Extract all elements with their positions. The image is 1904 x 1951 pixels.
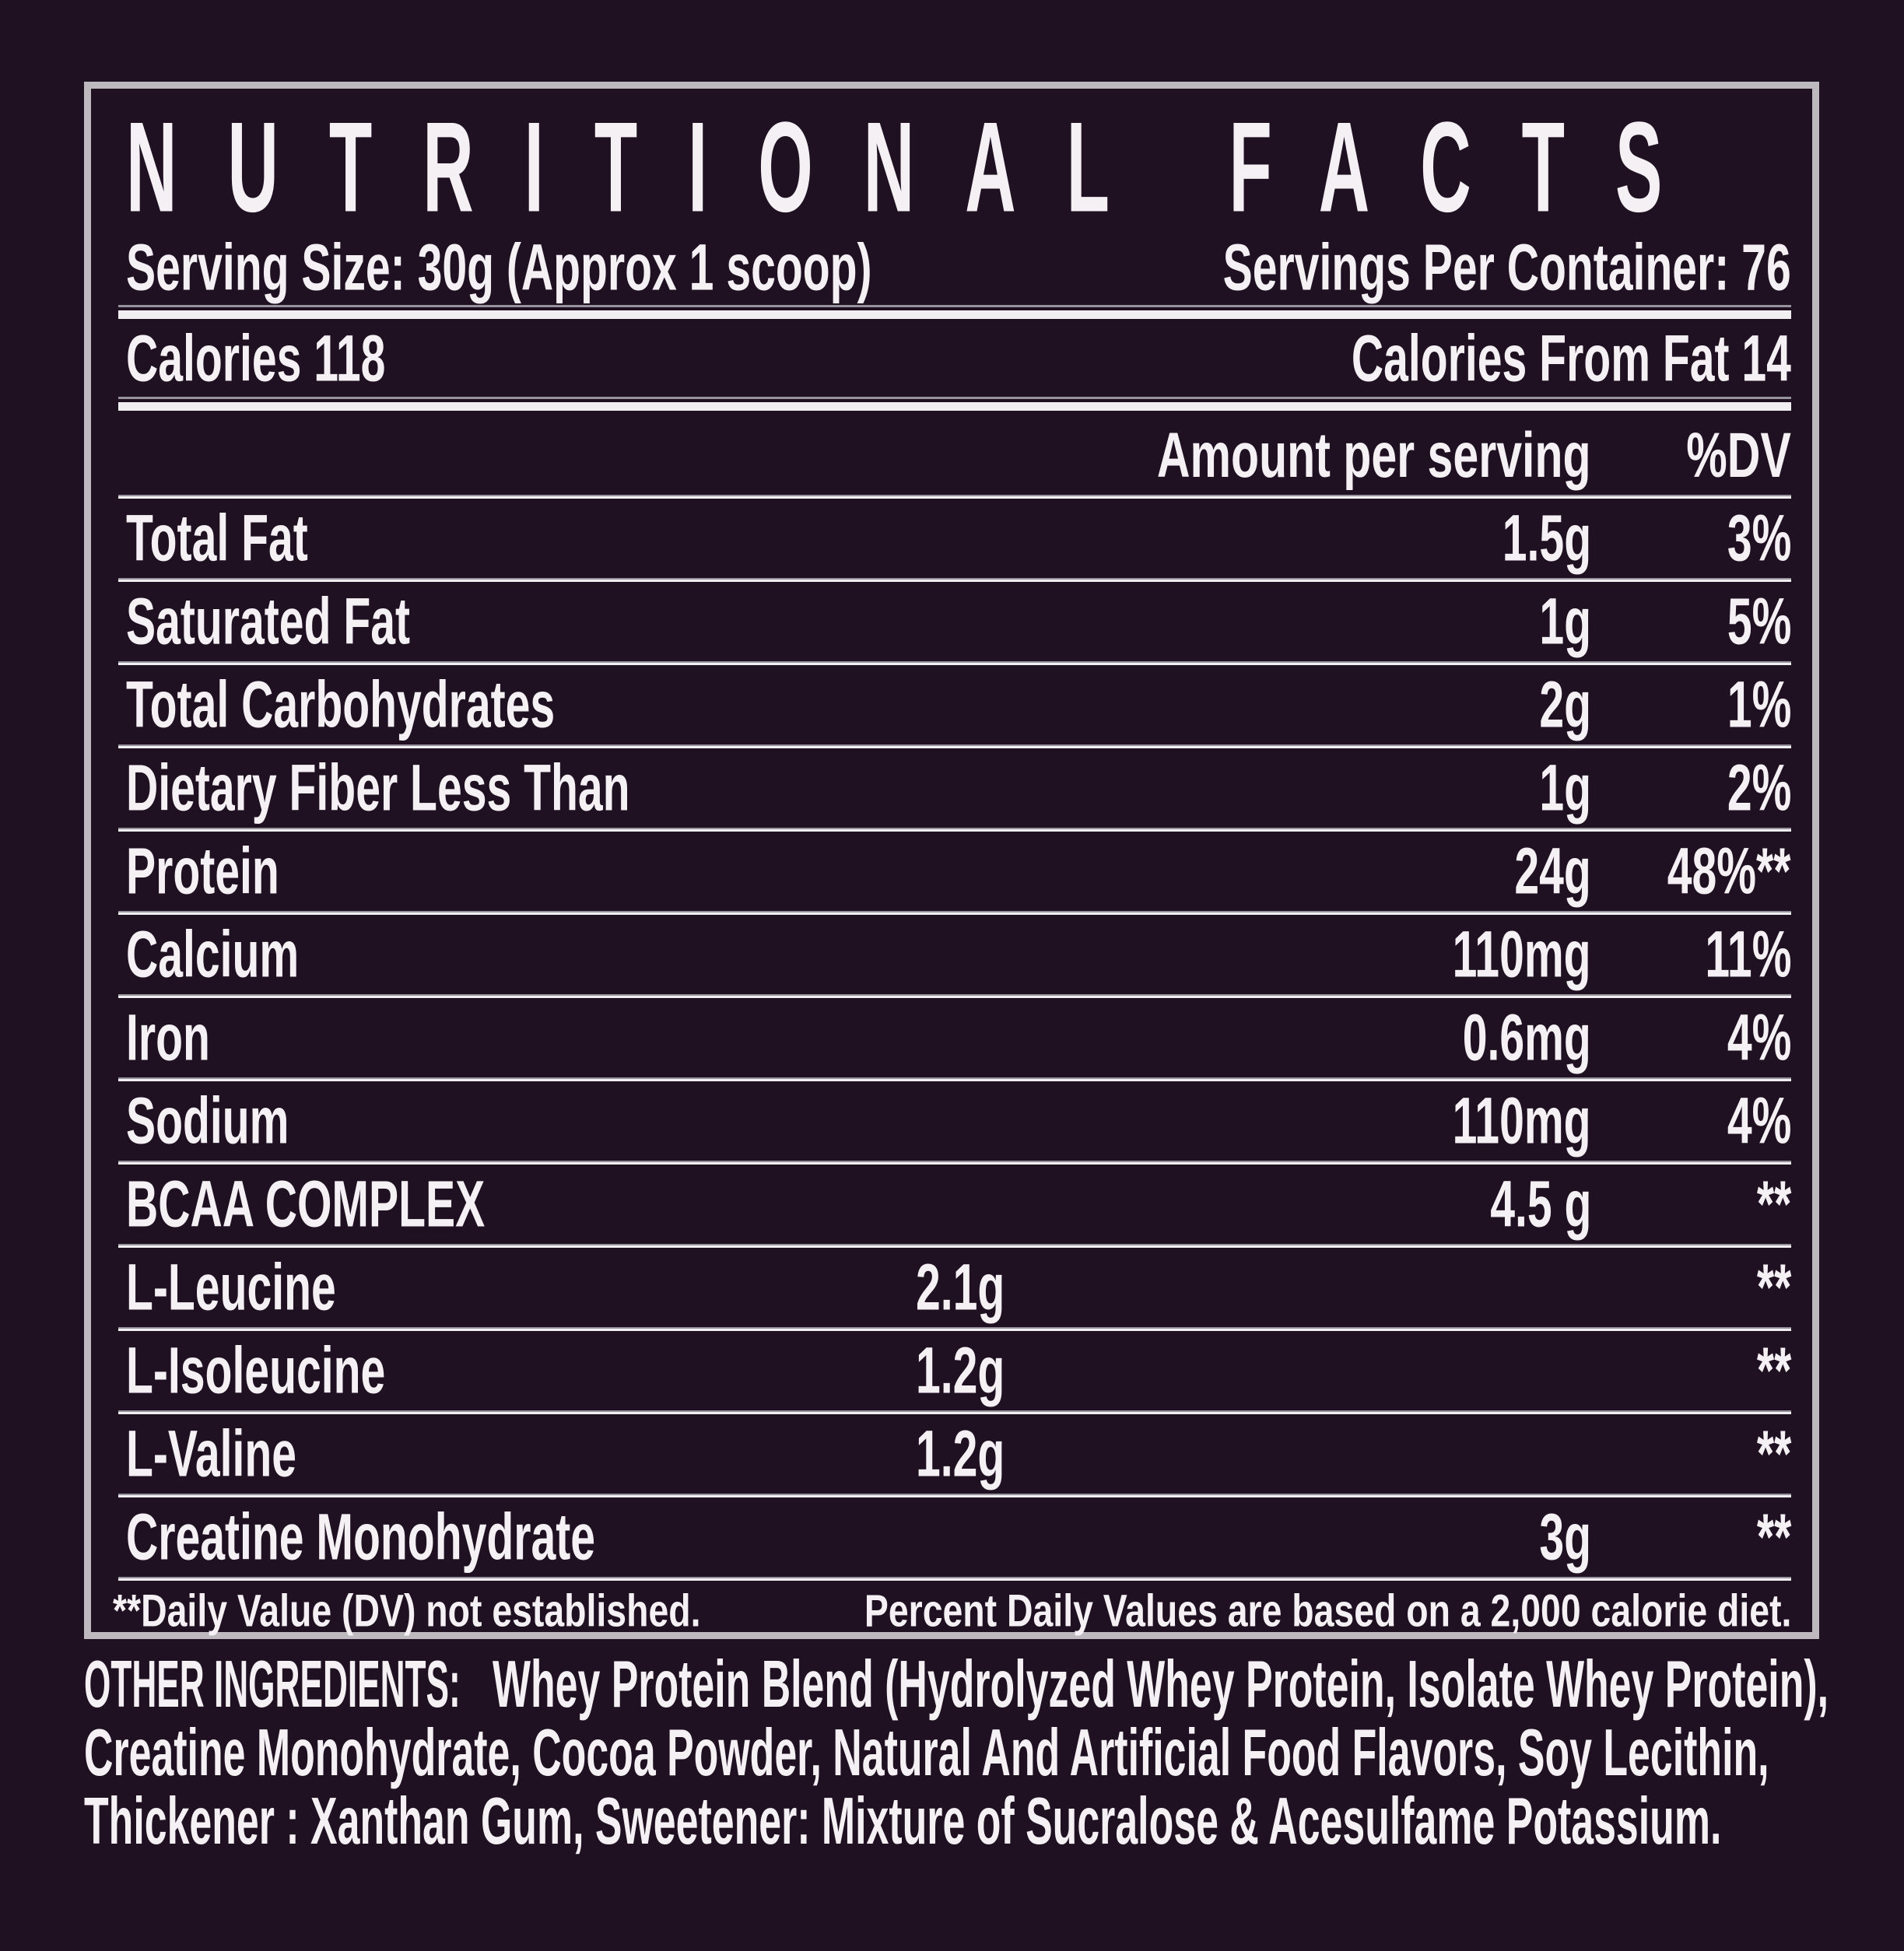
nutrient-amount: 0.6mg	[1462, 1000, 1591, 1074]
nutrient-label: Sodium	[126, 1084, 289, 1158]
separator-thin	[118, 1161, 1791, 1165]
nutrient-label: Protein	[126, 834, 279, 908]
nutrient-label: Total Carbohydrates	[126, 667, 556, 741]
table-row: Protein 24g 48%**	[91, 832, 1812, 911]
other-ingredients-lead: OTHER INGREDIENTS:	[84, 1648, 461, 1722]
table-row: Dietary Fiber Less Than 1g 2%	[91, 748, 1812, 828]
calories-from-fat-text: Calories From Fat 14	[1351, 321, 1791, 395]
nutrient-dv: 11%	[1704, 917, 1791, 991]
nutrient-label: L-Isoleucine	[126, 1333, 386, 1407]
footnote-percent-dv-basis: Percent Daily Values are based on a 2,00…	[864, 1585, 1791, 1637]
separator-thin	[118, 1077, 1791, 1081]
nutrient-dv: 3%	[1727, 501, 1791, 575]
nutrient-dv: 2%	[1727, 751, 1791, 825]
nutrient-label: BCAA COMPLEX	[126, 1167, 486, 1241]
nutrient-label: Total Fat	[126, 501, 308, 575]
nutrient-amount: 4.5 g	[1489, 1167, 1591, 1241]
separator-thick	[118, 397, 1791, 411]
table-row: Total Fat 1.5g 3%	[91, 499, 1812, 578]
ingredients-line-1: OTHER INGREDIENTS: Whey Protein Blend (H…	[84, 1651, 1874, 1719]
separator-thin	[118, 744, 1791, 748]
separator-thin	[118, 495, 1791, 499]
separator-thin	[118, 1577, 1791, 1581]
nutrient-amount: 110mg	[1453, 1084, 1591, 1158]
serving-size-text: Serving Size: 30g (Approx 1 scoop)	[126, 230, 872, 304]
nutrient-amount: 24g	[1514, 834, 1591, 908]
separator-thin	[118, 1327, 1791, 1331]
footnote-row: **Daily Value (DV) not established. Perc…	[91, 1581, 1812, 1641]
panel-title-row: NUTRITIONAL FACTS	[91, 96, 1812, 239]
separator-thin	[118, 1410, 1791, 1414]
nutrition-facts-title: NUTRITIONAL FACTS	[126, 95, 1713, 239]
serving-row: Serving Size: 30g (Approx 1 scoop) Servi…	[91, 231, 1812, 304]
nutrient-dv: 5%	[1727, 584, 1791, 658]
separator-thin	[118, 1494, 1791, 1497]
nutrient-label: Saturated Fat	[126, 584, 411, 658]
nutrient-amount: 1g	[1539, 584, 1591, 658]
calories-row: Calories 118 Calories From Fat 14	[91, 322, 1812, 395]
other-ingredients-paragraph: OTHER INGREDIENTS: Whey Protein Blend (H…	[84, 1651, 1874, 1856]
footnote-dv-not-established: **Daily Value (DV) not established.	[113, 1585, 701, 1637]
ingredients-line-2-text: Creatine Monohydrate, Cocoa Powder, Natu…	[84, 1716, 1769, 1790]
nutrient-dv: **	[1756, 1500, 1791, 1574]
nutrient-label: Dietary Fiber Less Than	[126, 751, 630, 825]
separator-thin	[118, 1244, 1791, 1248]
nutrient-amount: 3g	[1539, 1500, 1591, 1574]
nutrient-dv: 1%	[1727, 667, 1791, 741]
ingredients-line-1-text: Whey Protein Blend (Hydrolyzed Whey Prot…	[493, 1648, 1829, 1722]
nutrient-amount: 110mg	[1453, 917, 1591, 991]
nutrient-amount: 1g	[1539, 751, 1591, 825]
separator-thin	[118, 911, 1791, 915]
table-row: Calcium 110mg 11%	[91, 915, 1812, 994]
table-row: Saturated Fat 1g 5%	[91, 582, 1812, 661]
nutrient-dv: 4%	[1727, 1084, 1791, 1158]
nutrient-table: Total Fat 1.5g 3% Saturated Fat 1g 5% Total Ca…	[91, 499, 1812, 1581]
ingredients-line-3-text: Thickener : Xanthan Gum, Sweetener: Mixt…	[84, 1785, 1722, 1858]
nutrient-dv: 48%**	[1667, 834, 1791, 908]
ingredients-line-2: Creatine Monohydrate, Cocoa Powder, Natu…	[84, 1719, 1874, 1788]
nutrient-amount: 2.1g	[916, 1250, 1005, 1324]
nutrient-dv: 4%	[1727, 1000, 1791, 1074]
nutrient-dv: **	[1756, 1167, 1791, 1241]
table-row: L-Valine 1.2g **	[91, 1414, 1812, 1494]
table-row: Iron 0.6mg 4%	[91, 998, 1812, 1077]
nutrient-amount: 1.2g	[916, 1417, 1005, 1490]
nutrient-label: Creatine Monohydrate	[126, 1500, 596, 1574]
separator-thick	[118, 305, 1791, 319]
separator-thin	[118, 578, 1791, 582]
nutrient-dv: **	[1756, 1333, 1791, 1407]
table-row: L-Leucine 2.1g **	[91, 1248, 1812, 1327]
calories-text: Calories 118	[126, 321, 386, 395]
nutrition-facts-panel: NUTRITIONAL FACTS Serving Size: 30g (App…	[84, 82, 1819, 1639]
nutrient-label: Iron	[126, 1000, 210, 1074]
percent-dv-header: %DV	[1686, 420, 1791, 491]
nutrient-dv: **	[1756, 1417, 1791, 1490]
table-row: L-Isoleucine 1.2g **	[91, 1331, 1812, 1410]
nutrient-label: Calcium	[126, 917, 300, 991]
separator-thin	[118, 994, 1791, 998]
nutrient-amount: 2g	[1539, 667, 1591, 741]
nutrient-dv: **	[1756, 1250, 1791, 1324]
table-row: BCAA COMPLEX 4.5 g **	[91, 1165, 1812, 1244]
column-header-row: Amount per serving %DV	[91, 417, 1812, 495]
table-row: Sodium 110mg 4%	[91, 1081, 1812, 1161]
ingredients-line-3: Thickener : Xanthan Gum, Sweetener: Mixt…	[84, 1788, 1874, 1856]
table-row: Creatine Monohydrate 3g **	[91, 1497, 1812, 1577]
nutrient-amount: 1.2g	[916, 1333, 1005, 1407]
table-row: Total Carbohydrates 2g 1%	[91, 665, 1812, 744]
amount-per-serving-header: Amount per serving	[1157, 420, 1591, 491]
servings-per-container-text: Servings Per Container: 76	[1222, 230, 1791, 304]
nutrient-label: L-Valine	[126, 1417, 297, 1490]
separator-thin	[118, 661, 1791, 665]
nutrient-label: L-Leucine	[126, 1250, 336, 1324]
nutrient-amount: 1.5g	[1502, 501, 1591, 575]
separator-thin	[118, 828, 1791, 832]
